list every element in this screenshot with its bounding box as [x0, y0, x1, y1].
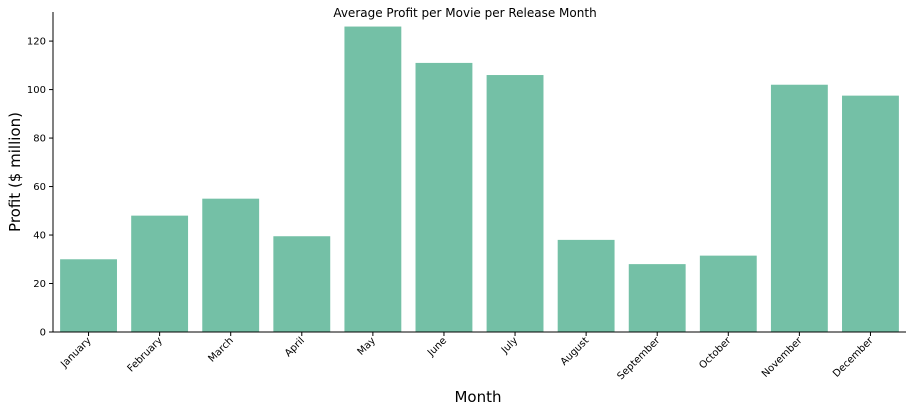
x-axis: January February March April May June July Augu… — [53, 331, 906, 382]
x-tick-label: December — [831, 335, 876, 380]
y-tick-label: 120 — [27, 37, 46, 48]
x-tick-label: May — [356, 335, 378, 357]
x-tick-label: October — [697, 335, 734, 372]
bar-july — [486, 75, 544, 332]
bar-november — [770, 84, 828, 332]
x-tick-label: September — [615, 335, 662, 382]
bar-march — [202, 198, 260, 332]
y-axis: 0 20 40 60 80 100 120 — [27, 12, 54, 339]
y-tick-label: 100 — [27, 85, 46, 96]
bar-june — [415, 62, 473, 332]
bar-december — [842, 95, 899, 332]
bar-may — [344, 26, 402, 333]
y-axis-label: Profit ($ million) — [6, 112, 24, 232]
x-axis-label: Month — [454, 388, 501, 406]
bar-april — [273, 236, 331, 332]
x-tick-label: February — [126, 335, 165, 374]
bar-august — [557, 239, 615, 332]
x-tick-label: November — [760, 335, 805, 380]
x-tick-label: January — [58, 335, 93, 370]
chart-title: Average Profit per Movie per Release Mon… — [333, 6, 596, 20]
y-tick-label: 80 — [33, 134, 46, 145]
y-tick-label: 60 — [33, 182, 46, 193]
bar-october — [699, 255, 757, 332]
bar-january — [60, 259, 117, 332]
y-tick-label: 20 — [33, 279, 46, 290]
bar-september — [628, 264, 686, 332]
x-tick-label: March — [206, 335, 235, 364]
bars-group — [60, 26, 899, 333]
y-tick-label: 40 — [33, 231, 46, 242]
x-tick-label: April — [283, 335, 307, 359]
x-tick-label: July — [499, 335, 520, 356]
bar-february — [131, 215, 189, 332]
y-tick-label: 0 — [40, 328, 46, 339]
x-tick-label: June — [425, 335, 449, 359]
x-tick-label: August — [559, 335, 592, 368]
